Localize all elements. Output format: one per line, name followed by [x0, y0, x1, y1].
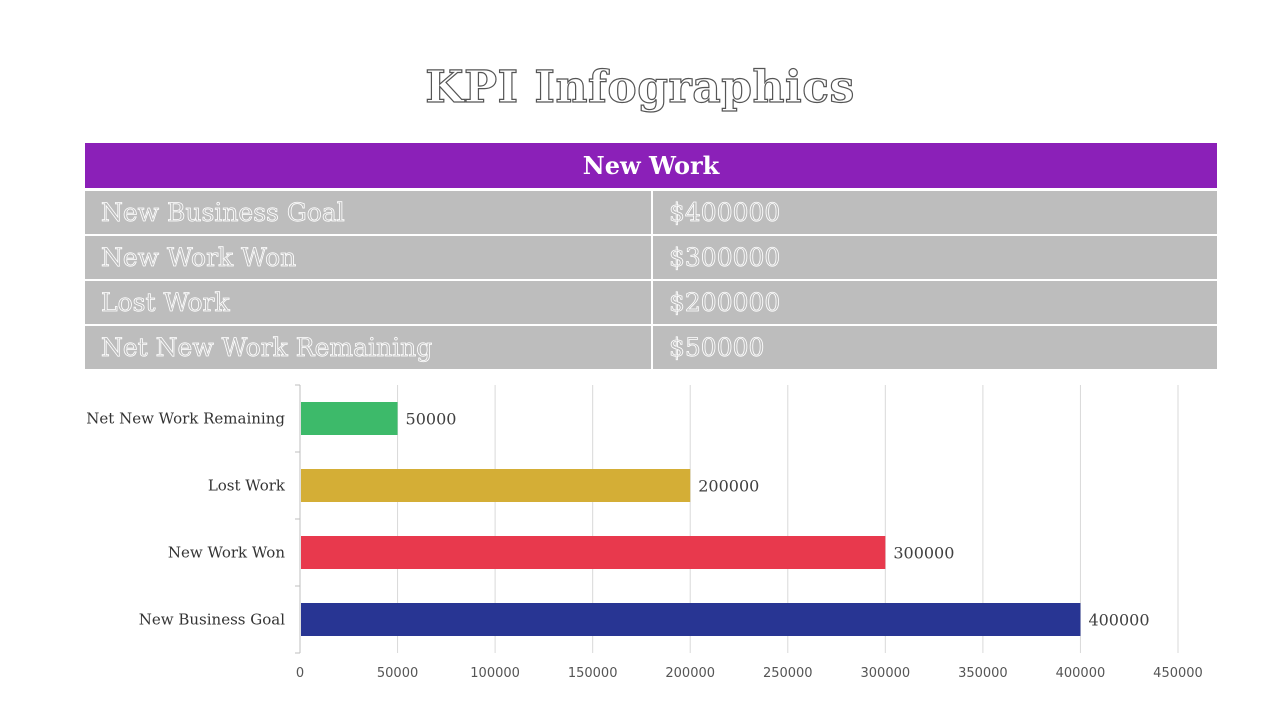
x-tick-label: 400000	[1056, 666, 1106, 681]
row-label: Net New Work Remaining	[83, 323, 653, 371]
data-label: 50000	[406, 410, 457, 429]
table-row: New Work Won $300000	[83, 233, 1219, 281]
data-label: 200000	[698, 477, 759, 496]
row-value: $50000	[651, 323, 1219, 371]
category-label: Lost Work	[208, 477, 286, 495]
bar	[301, 469, 691, 502]
data-label: 300000	[893, 544, 954, 563]
row-label: Lost Work	[83, 278, 653, 326]
row-value: $300000	[651, 233, 1219, 281]
row-label: New Work Won	[83, 233, 653, 281]
kpi-table-header: New Work	[83, 141, 1219, 191]
table-row: New Business Goal $400000	[83, 188, 1219, 236]
x-tick-label: 300000	[861, 666, 911, 681]
row-value: $400000	[651, 188, 1219, 236]
x-tick-label: 100000	[470, 666, 520, 681]
table-row: Lost Work $200000	[83, 278, 1219, 326]
page-title: KPI Infographics	[425, 61, 855, 113]
x-tick-label: 450000	[1153, 666, 1203, 681]
bar	[301, 603, 1081, 636]
data-label: 400000	[1088, 611, 1149, 630]
category-label: New Business Goal	[139, 611, 285, 629]
category-label: New Work Won	[168, 544, 285, 562]
row-label: New Business Goal	[83, 188, 653, 236]
x-tick-label: 200000	[665, 666, 715, 681]
x-tick-label: 150000	[568, 666, 618, 681]
x-tick-label: 0	[296, 666, 304, 681]
x-tick-label: 250000	[763, 666, 813, 681]
x-tick-label: 50000	[377, 666, 418, 681]
row-value: $200000	[651, 278, 1219, 326]
table-row: Net New Work Remaining $50000	[83, 323, 1219, 371]
bar-chart: New Business Goal 400000 New Work Won 30000…	[86, 384, 1203, 681]
category-label: Net New Work Remaining	[86, 410, 285, 428]
bar	[301, 536, 886, 569]
x-tick-label: 350000	[958, 666, 1008, 681]
kpi-table: New Work New Business Goal $400000 New W…	[83, 141, 1219, 371]
bar	[301, 402, 398, 435]
